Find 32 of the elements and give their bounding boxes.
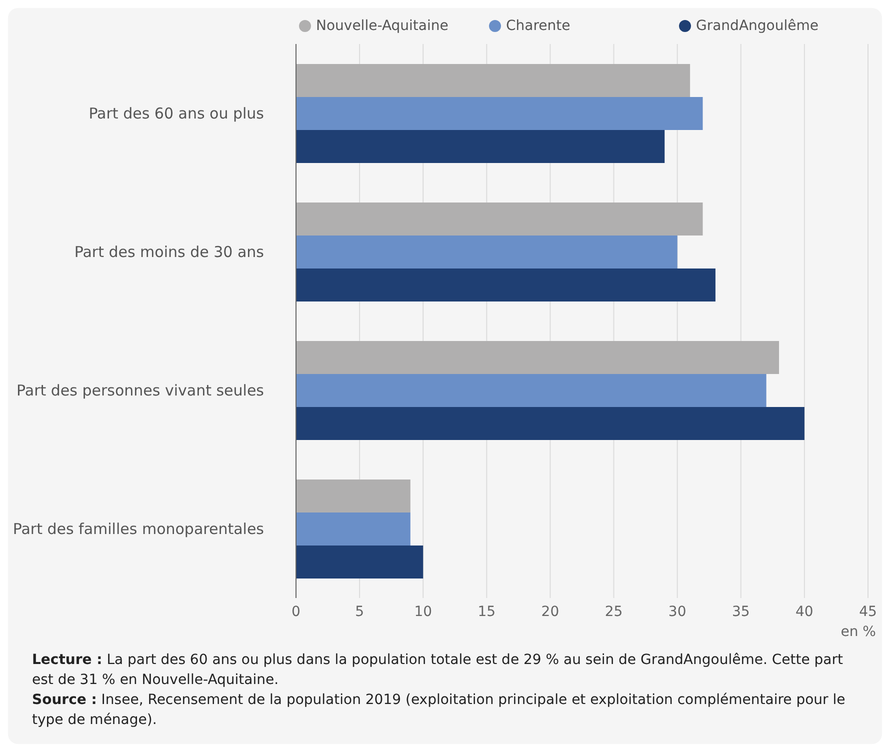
x-tick-label: 40 [796, 604, 814, 620]
bar [296, 480, 410, 512]
text: Lecture : La part des 60 ans ou plus dans la population totale est de 29 % au sein de GrandAngoulême. Cette part est de 31 % en Nouvelle-Aquitaine. [32, 651, 844, 690]
bar [296, 407, 804, 440]
x-tick-label: 35 [732, 604, 750, 620]
bar [296, 130, 665, 163]
legend-label: GrandAngoulême [696, 18, 818, 34]
bar [296, 341, 780, 374]
x-tick-label: 0 [292, 604, 300, 620]
y-tick-label: Part des moins de 30 ans [74, 242, 264, 261]
bar [296, 64, 690, 97]
legend-label: Nouvelle-Aquitaine [316, 18, 448, 34]
y-tick-label: Part des personnes vivant seules [16, 381, 264, 400]
bar [296, 202, 703, 236]
x-tick-label: 45 [859, 604, 877, 620]
x-axis-title: en % [840, 624, 877, 640]
x-tick-label: 20 [541, 604, 560, 620]
y-tick-label: Part des 60 ans ou plus [88, 104, 264, 122]
legend-label: Charente [506, 18, 570, 34]
x-tick-label: 25 [604, 604, 623, 620]
x-tick-label: 30 [668, 604, 686, 620]
bar [296, 546, 424, 578]
bar [296, 374, 766, 407]
bar [296, 268, 716, 302]
x-tick-label: 15 [478, 604, 496, 620]
x-tick-label: 10 [414, 604, 432, 620]
bar [296, 512, 410, 546]
bar [296, 97, 703, 130]
x-tick-label: 5 [355, 604, 364, 620]
bar [296, 236, 678, 268]
y-tick-label: Part des familles monoparentales [12, 520, 264, 538]
source-note: Source : Insee, Recensement de la population 2019 (exploitation principale et exploitation complémentaire pour le type de ménage). [32, 691, 846, 730]
